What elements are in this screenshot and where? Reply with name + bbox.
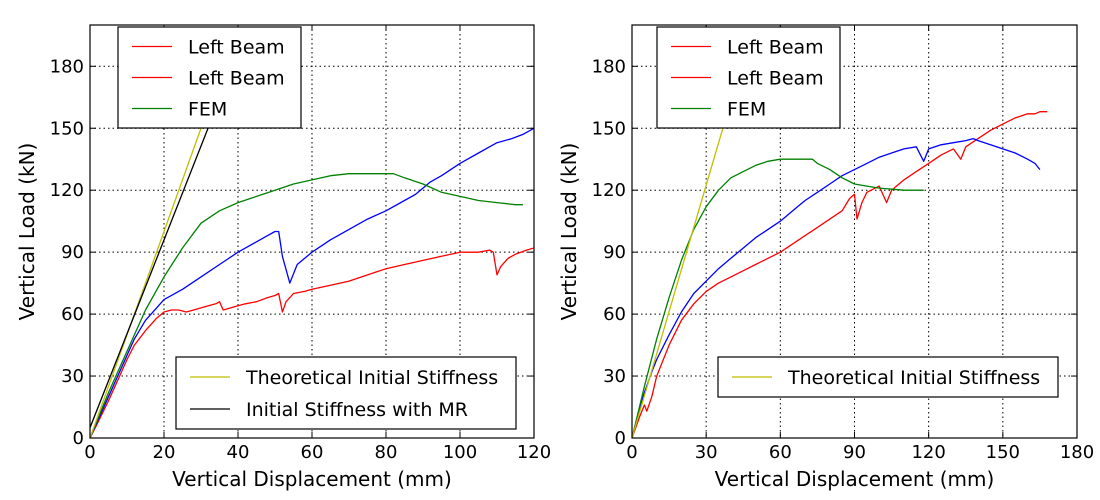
y-tick-label: 120: [50, 180, 84, 201]
legend-top-left: Left Beam Left Beam FEM: [656, 26, 841, 129]
series-line-1: [90, 247, 534, 438]
x-tick-label: 150: [986, 442, 1020, 463]
series-line-5: [632, 117, 727, 438]
chart-panel-2: 0 30 60 90 120 150 180 0 30 60 90 120 150 180 Vertical…: [557, 24, 1094, 491]
y-tick-label: 150: [50, 118, 84, 139]
y-tick-label: 90: [603, 242, 626, 263]
x-tick-label: 60: [769, 442, 792, 463]
x-tick-label: 90: [843, 442, 866, 463]
y-tick-label: 120: [592, 180, 626, 201]
x-tick-label: 120: [911, 442, 945, 463]
x-axis-label: Vertical Displacement (mm): [715, 467, 995, 491]
legend-label: Initial Stiffness with MR: [246, 399, 468, 421]
series-line-4: [90, 173, 523, 438]
series-line-3: [90, 127, 534, 438]
legend-box: [717, 356, 1059, 398]
legend-label: Theoretical Initial Stiffness: [787, 367, 1040, 389]
series-line-4: [632, 158, 924, 438]
y-tick-label: 150: [592, 118, 626, 139]
legend-label: Left Beam: [188, 37, 285, 59]
y-tick-label: 180: [592, 56, 626, 77]
x-tick-label: 100: [443, 442, 477, 463]
x-tick-label: 180: [1060, 442, 1094, 463]
x-tick-label: 40: [227, 442, 250, 463]
x-tick-label: 20: [153, 442, 176, 463]
y-axis-label: Vertical Load (kN): [557, 143, 581, 321]
y-tick-label: 0: [73, 428, 84, 449]
x-tick-label: 0: [84, 442, 95, 463]
y-tick-label: 60: [603, 304, 626, 325]
legend-label: Theoretical Initial Stiffness: [245, 367, 498, 389]
x-axis-label: Vertical Displacement (mm): [172, 467, 452, 491]
legend-label: FEM: [727, 99, 766, 121]
y-tick-label: 90: [61, 242, 84, 263]
x-tick-label: 60: [301, 442, 324, 463]
x-tick-label: 30: [695, 442, 718, 463]
series-group: [90, 117, 534, 438]
x-tick-label: 120: [517, 442, 551, 463]
x-tick-label: 0: [626, 442, 637, 463]
series-line-6: [90, 117, 213, 428]
legend-label: Left Beam: [727, 37, 824, 59]
y-tick-label: 0: [615, 428, 626, 449]
x-tick-label: 80: [375, 442, 398, 463]
legend-box: [175, 356, 517, 430]
series-group: [632, 111, 1048, 438]
legend-lower-right: Theoretical Initial Stiffness: [717, 356, 1059, 398]
legend-label: Left Beam: [727, 68, 824, 90]
y-tick-label: 30: [603, 366, 626, 387]
legend-label: FEM: [188, 99, 227, 121]
series-line-3: [632, 137, 1041, 438]
legend-lower-right: Theoretical Initial Stiffness Initial Sti…: [175, 356, 517, 430]
chart-panel-1: 0 20 40 60 80 100 120 0 30 60 90 120 150 180 Vertical …: [15, 24, 551, 491]
y-tick-label: 60: [61, 304, 84, 325]
y-axis-label: Vertical Load (kN): [15, 143, 39, 321]
series-line-5: [90, 117, 206, 438]
legend-label: Left Beam: [188, 68, 285, 90]
y-tick-label: 30: [61, 366, 84, 387]
y-tick-label: 180: [50, 56, 84, 77]
legend-top-left: Left Beam Left Beam FEM: [117, 26, 302, 129]
